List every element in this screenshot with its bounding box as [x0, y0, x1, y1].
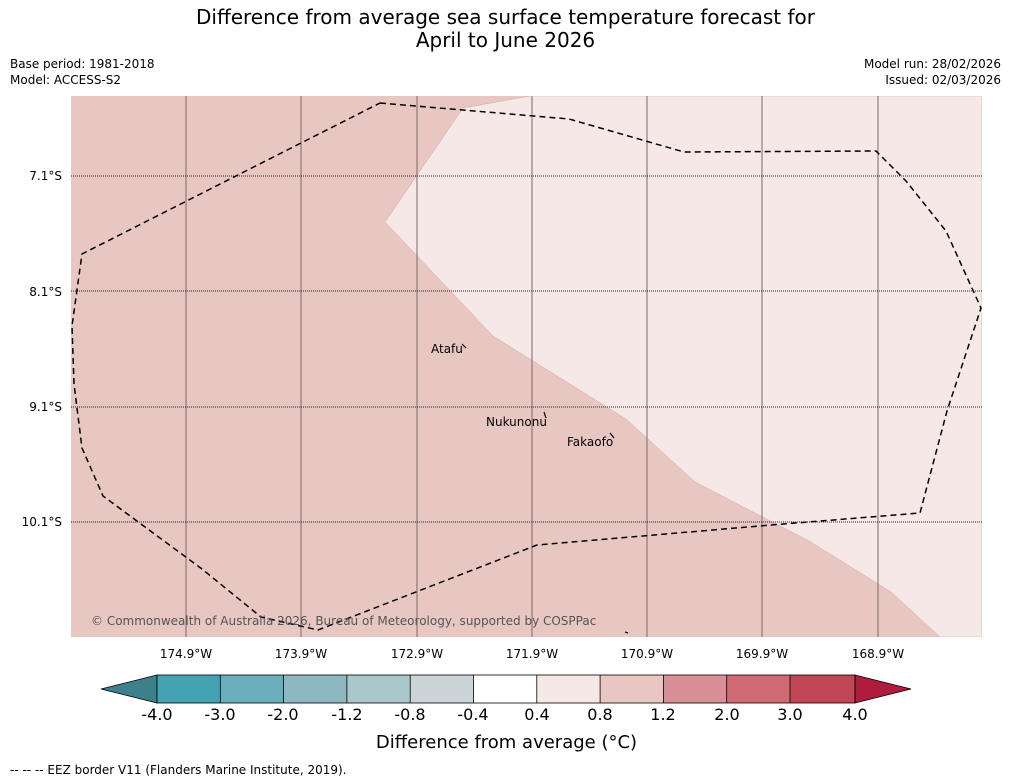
- base-period: Base period: 1981-2018: [10, 57, 155, 71]
- lon-label-170-9: 170.9°W: [620, 647, 674, 661]
- colorbar-tick-7: 0.4: [524, 705, 550, 724]
- lon-label-168-9: 168.9°W: [851, 647, 905, 661]
- colorbar-bin-9: [663, 675, 727, 703]
- lon-label-171-9: 171.9°W: [505, 647, 559, 661]
- eez-border: [71, 102, 982, 631]
- lat-label-7-1: 7.1°S: [29, 169, 62, 183]
- colorbar-tick-12: 4.0: [842, 705, 868, 724]
- lon-label-173-9: 173.9°W: [274, 647, 328, 661]
- eez-legend-note: -- -- -- EEZ border V11 (Flanders Marine…: [10, 763, 347, 777]
- colorbar-title: Difference from average (°C): [375, 732, 638, 753]
- colorbar-bin-1: [157, 675, 221, 703]
- map-title: Difference from average sea surface temp…: [0, 6, 1011, 52]
- colorbar-tick-10: 2.0: [714, 705, 740, 724]
- colorbar-bin-2: [220, 675, 284, 703]
- colorbar-bin-7: [536, 675, 601, 703]
- place-atafu: Atafu: [431, 342, 463, 356]
- colorbar-tick-9: 1.2: [650, 705, 676, 724]
- colorbar-bin-3: [283, 675, 347, 703]
- colorbar-low-extension: [100, 674, 158, 704]
- meta-right: Model run: 28/02/2026 Issued: 02/03/2026: [864, 56, 1001, 88]
- anomaly-region-0-4-to-0-8: [384, 96, 982, 637]
- colorbar-tick-1: -4.0: [141, 705, 173, 724]
- lat-label-8-1: 8.1°S: [29, 285, 62, 299]
- place-fakaofo: Fakaofo: [567, 435, 614, 449]
- colorbar-tick-4: -1.2: [331, 705, 363, 724]
- island-marks: [461, 343, 629, 634]
- colorbar-bin-5: [410, 675, 474, 703]
- lon-label-169-9: 169.9°W: [735, 647, 789, 661]
- issued-date: Issued: 02/03/2026: [885, 73, 1001, 87]
- model-name: Model: ACCESS-S2: [10, 73, 122, 87]
- colorbar-bin-6: [473, 675, 537, 703]
- colorbar-tick-2: -3.0: [204, 705, 236, 724]
- lon-label-172-9: 172.9°W: [390, 647, 444, 661]
- colorbar-tick-11: 3.0: [777, 705, 803, 724]
- title-line-1: Difference from average sea surface temp…: [195, 5, 815, 29]
- forecast-map: [71, 96, 982, 637]
- colorbar-tick-3: -2.0: [267, 705, 299, 724]
- colorbar-bin-10: [726, 675, 790, 703]
- place-nukunonu: Nukunonu: [486, 415, 547, 429]
- colorbar-tick-8: 0.8: [587, 705, 613, 724]
- colorbar-tick-5: -0.8: [394, 705, 426, 724]
- colorbar-high-extension: [854, 674, 912, 704]
- colorbar-bin-8: [600, 675, 664, 703]
- colorbar-bin-11: [790, 675, 855, 703]
- colorbar-bin-4: [346, 675, 411, 703]
- lat-label-10-1: 10.1°S: [21, 515, 62, 529]
- lon-label-174-9: 174.9°W: [159, 647, 213, 661]
- colorbar: [100, 674, 912, 704]
- lat-label-9-1: 9.1°S: [29, 400, 62, 414]
- meta-left: Base period: 1981-2018 Model: ACCESS-S2: [10, 56, 155, 88]
- model-run: Model run: 28/02/2026: [863, 57, 1001, 71]
- copyright-notice: © Commonwealth of Australia 2026, Bureau…: [91, 614, 597, 628]
- colorbar-tick-6: -0.4: [457, 705, 489, 724]
- title-line-2: April to June 2026: [415, 28, 596, 52]
